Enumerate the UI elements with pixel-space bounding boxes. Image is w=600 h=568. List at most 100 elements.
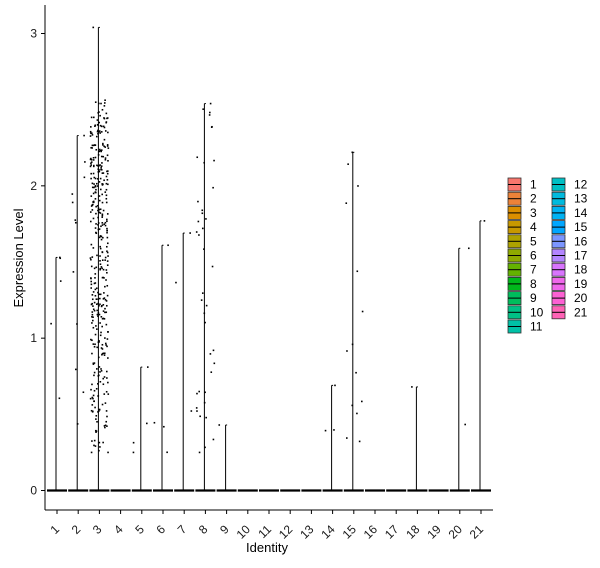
legend-label-11: 11 [530, 320, 543, 334]
data-point-21 [483, 220, 486, 222]
data-point-3 [92, 156, 95, 159]
data-point-3 [100, 155, 103, 158]
data-point-3 [103, 179, 105, 182]
data-point-8 [210, 371, 213, 373]
data-point-3 [95, 266, 98, 269]
data-point-3 [91, 144, 94, 147]
data-point-8 [201, 292, 204, 294]
x-tick-label: 1 [47, 522, 62, 537]
legend-label-12: 12 [574, 178, 588, 192]
data-point-3 [91, 298, 94, 301]
data-point-3 [97, 312, 100, 314]
data-point-3 [97, 315, 99, 318]
data-point-3 [99, 255, 101, 257]
data-point-3 [95, 387, 98, 390]
data-point-3 [101, 251, 104, 253]
data-point-3 [94, 288, 97, 291]
data-point-3 [98, 313, 101, 316]
data-point-3 [94, 101, 97, 103]
data-point-3 [97, 207, 100, 210]
data-point-3 [104, 402, 107, 404]
y-tick-label: 2 [30, 179, 37, 193]
data-point-7 [190, 410, 193, 412]
data-point-3 [98, 121, 100, 124]
data-point-3 [89, 135, 92, 137]
data-point-3 [104, 224, 107, 227]
data-point-3 [96, 309, 98, 312]
data-point-3 [101, 108, 104, 111]
data-point-3 [90, 116, 93, 119]
data-point-15 [356, 270, 359, 273]
data-point-3 [95, 205, 97, 208]
data-point-3 [105, 300, 108, 302]
data-point-3 [106, 231, 108, 234]
data-point-3 [94, 124, 97, 127]
data-point-3 [96, 164, 98, 167]
data-point-3 [98, 208, 100, 211]
data-point-3 [106, 213, 109, 215]
data-point-8 [204, 391, 206, 394]
data-point-3 [93, 309, 96, 312]
data-point-2 [74, 219, 77, 221]
data-point-3 [98, 449, 100, 452]
data-point-6 [166, 451, 168, 454]
data-point-3 [100, 347, 103, 349]
data-point-3 [100, 225, 102, 228]
data-point-3 [97, 302, 100, 305]
data-point-3 [106, 236, 109, 239]
data-point-3 [91, 383, 93, 386]
data-point-3 [102, 268, 105, 271]
data-point-3 [90, 161, 93, 163]
data-point-3 [107, 255, 109, 257]
data-point-3 [91, 182, 94, 185]
data-point-3 [90, 205, 93, 207]
data-point-3 [98, 150, 101, 153]
data-point-3 [99, 149, 102, 152]
x-tick-label: 10 [234, 522, 254, 542]
data-point-8 [201, 227, 204, 230]
data-point-8 [196, 156, 199, 159]
data-point-3 [99, 124, 102, 127]
data-point-3 [92, 200, 95, 203]
x-tick-label: 6 [153, 522, 168, 537]
data-point-3 [92, 397, 94, 400]
data-point-3 [96, 368, 98, 370]
data-point-3 [96, 254, 98, 257]
data-point-3 [90, 177, 92, 180]
x-tick-label: 18 [403, 522, 423, 542]
data-point-3 [106, 251, 109, 254]
data-point-3 [95, 231, 97, 234]
data-point-3 [104, 424, 107, 427]
data-point-3 [101, 193, 104, 196]
data-point-3 [92, 144, 95, 147]
data-point-1 [58, 397, 61, 400]
data-point-3 [95, 418, 97, 420]
data-point-3 [93, 439, 96, 442]
data-point-8 [208, 114, 211, 116]
data-point-15 [355, 371, 357, 374]
data-point-3 [92, 343, 95, 345]
data-point-3 [105, 323, 108, 326]
data-point-3 [107, 159, 109, 162]
data-point-15 [351, 404, 354, 407]
data-point-3 [96, 130, 99, 133]
data-point-3 [106, 229, 108, 232]
data-point-3 [104, 307, 106, 310]
x-tick-label: 5 [132, 522, 147, 537]
data-point-8 [196, 392, 198, 395]
data-point-3 [103, 393, 106, 395]
data-point-3 [101, 172, 104, 174]
data-point-3 [102, 209, 105, 212]
data-point-3 [105, 344, 107, 346]
data-point-3 [91, 322, 93, 324]
data-point-3 [103, 223, 106, 226]
data-point-3 [103, 354, 106, 356]
data-point-3 [98, 341, 100, 343]
data-point-3 [92, 316, 94, 318]
data-point-3 [106, 154, 109, 157]
data-point-3 [106, 284, 109, 287]
data-point-3 [107, 147, 110, 149]
data-point-3 [103, 318, 106, 320]
data-point-3 [92, 394, 95, 397]
